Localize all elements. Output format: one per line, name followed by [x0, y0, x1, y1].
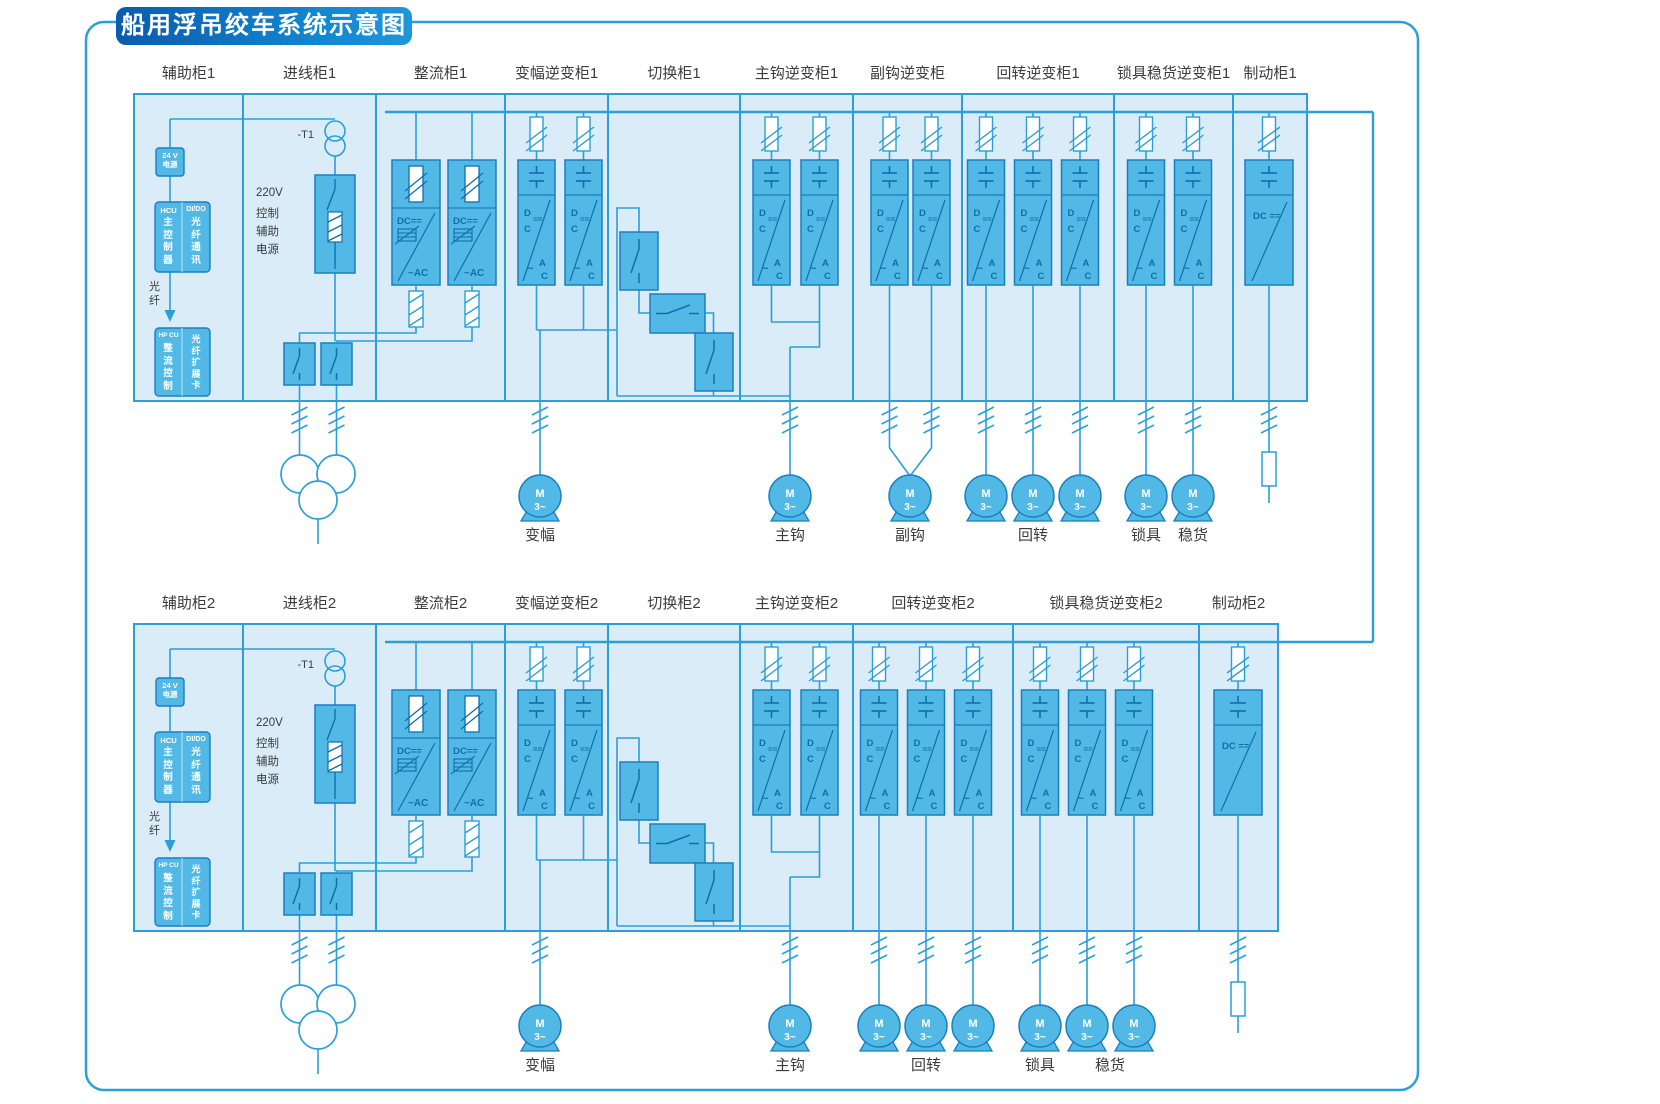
label-motor-main-hook-2: 主钩 [774, 1057, 805, 1074]
psu-24v-label-line2: 电源 [162, 160, 178, 169]
ctrl-line2-2: 控制 [256, 738, 279, 750]
psu-24v-label-line1: 24 V [162, 151, 178, 160]
dido-sub-label: 光纤通讯 [191, 217, 201, 266]
ext-sub-label: 光纤扩展卡 [191, 334, 201, 390]
label-cabinet-aux-2: 辅助柜2 [161, 595, 216, 612]
t1-label-2: -T1 [297, 659, 315, 671]
label-cabinet-luffing-1: 变幅逆变柜1 [514, 65, 599, 82]
hpcu-sub-label: 整流控制 [163, 343, 173, 392]
label-motor-slewing-2: 回转 [910, 1057, 941, 1074]
ctrl-line1-1: 220V [256, 187, 283, 199]
t1-label-1: -T1 [297, 129, 315, 141]
hcu-label: HCU [160, 206, 177, 215]
dido-sub-label-r2: 光纤通讯 [191, 747, 201, 796]
label-cabinet-incoming-1: 进线柜1 [282, 65, 337, 82]
cabinet-lock-cargo-inverter-1 [1113, 93, 1234, 402]
label-cabinet-brake-2: 制动柜2 [1211, 595, 1266, 612]
label-cabinet-slewing-2: 回转逆变柜2 [891, 595, 975, 612]
hpcu-label-r2: HP CU [158, 862, 179, 869]
label-motor-main-hook-1: 主钩 [774, 527, 805, 544]
label-motor-luffing-1: 变幅 [524, 527, 555, 544]
label-cabinet-lock-cargo-1: 锁具稳货逆变柜1 [1116, 65, 1231, 82]
label-cabinet-slewing-1: 回转逆变柜1 [996, 65, 1080, 82]
outer-frame [84, 20, 1420, 1092]
ctrl-line4-2: 电源 [256, 774, 279, 786]
dido-label: DI/DO [186, 206, 206, 213]
label-cabinet-switching-1: 切换柜1 [647, 65, 701, 82]
hcu-label-r2: HCU [160, 736, 177, 745]
psu-24v-label-line2-r2: 电源 [162, 690, 178, 699]
label-motor-slewing-1: 回转 [1017, 527, 1048, 544]
label-cabinet-lock-cargo-2: 锁具稳货逆变柜2 [1049, 595, 1163, 612]
ctrl-line3-2: 辅助 [256, 756, 279, 768]
label-motor-cargo-1: 稳货 [1177, 527, 1208, 544]
label-cabinet-main-hook-2: 主钩逆变柜2 [754, 595, 839, 612]
hpcu-sub-label-r2: 整流控制 [163, 873, 173, 922]
aux-hook-group [870, 111, 951, 522]
label-cabinet-main-hook-1: 主钩逆变柜1 [754, 65, 839, 82]
ext-sub-label-r2: 光纤扩展卡 [191, 864, 201, 920]
label-cabinet-brake-1: 制动柜1 [1243, 65, 1297, 82]
hpcu-label: HP CU [158, 332, 179, 339]
hcu-sub-label: 主控制器 [163, 217, 173, 266]
ctrl-line3-1: 辅助 [256, 226, 279, 238]
label-cabinet-switching-2: 切换柜2 [647, 595, 701, 612]
label-cabinet-aux-1: 辅助柜1 [161, 65, 216, 82]
label-cabinet-luffing-2: 变幅逆变柜2 [514, 595, 599, 612]
fiber-label-1: 光纤 [149, 281, 160, 307]
psu-24v-label-line1-r2: 24 V [162, 681, 178, 690]
motor-aux-hook [888, 474, 932, 522]
label-cabinet-rectifier-1: 整流柜1 [413, 65, 468, 82]
label-motor-cargo-2: 稳货 [1094, 1057, 1125, 1074]
hcu-sub-label-r2: 主控制器 [163, 747, 173, 796]
dido-label-r2: DI/DO [186, 736, 206, 743]
label-motor-lock-1: 锁具 [1130, 527, 1161, 544]
fiber-label-2: 光纤 [149, 811, 160, 837]
label-motor-luffing-2: 变幅 [524, 1057, 555, 1074]
label-motor-aux-hook: 副钩 [894, 527, 925, 544]
label-motor-lock-2: 锁具 [1024, 1057, 1055, 1074]
label-cabinet-rectifier-2: 整流柜2 [413, 595, 468, 612]
diagram-title: 船用浮吊绞车系统示意图 [116, 7, 412, 45]
ctrl-line4-1: 电源 [256, 244, 279, 256]
label-cabinet-incoming-2: 进线柜2 [282, 595, 337, 612]
ctrl-line1-2: 220V [256, 717, 283, 729]
label-cabinet-aux-hook: 副钩逆变柜 [869, 65, 945, 82]
ctrl-line2-1: 控制 [256, 208, 279, 220]
